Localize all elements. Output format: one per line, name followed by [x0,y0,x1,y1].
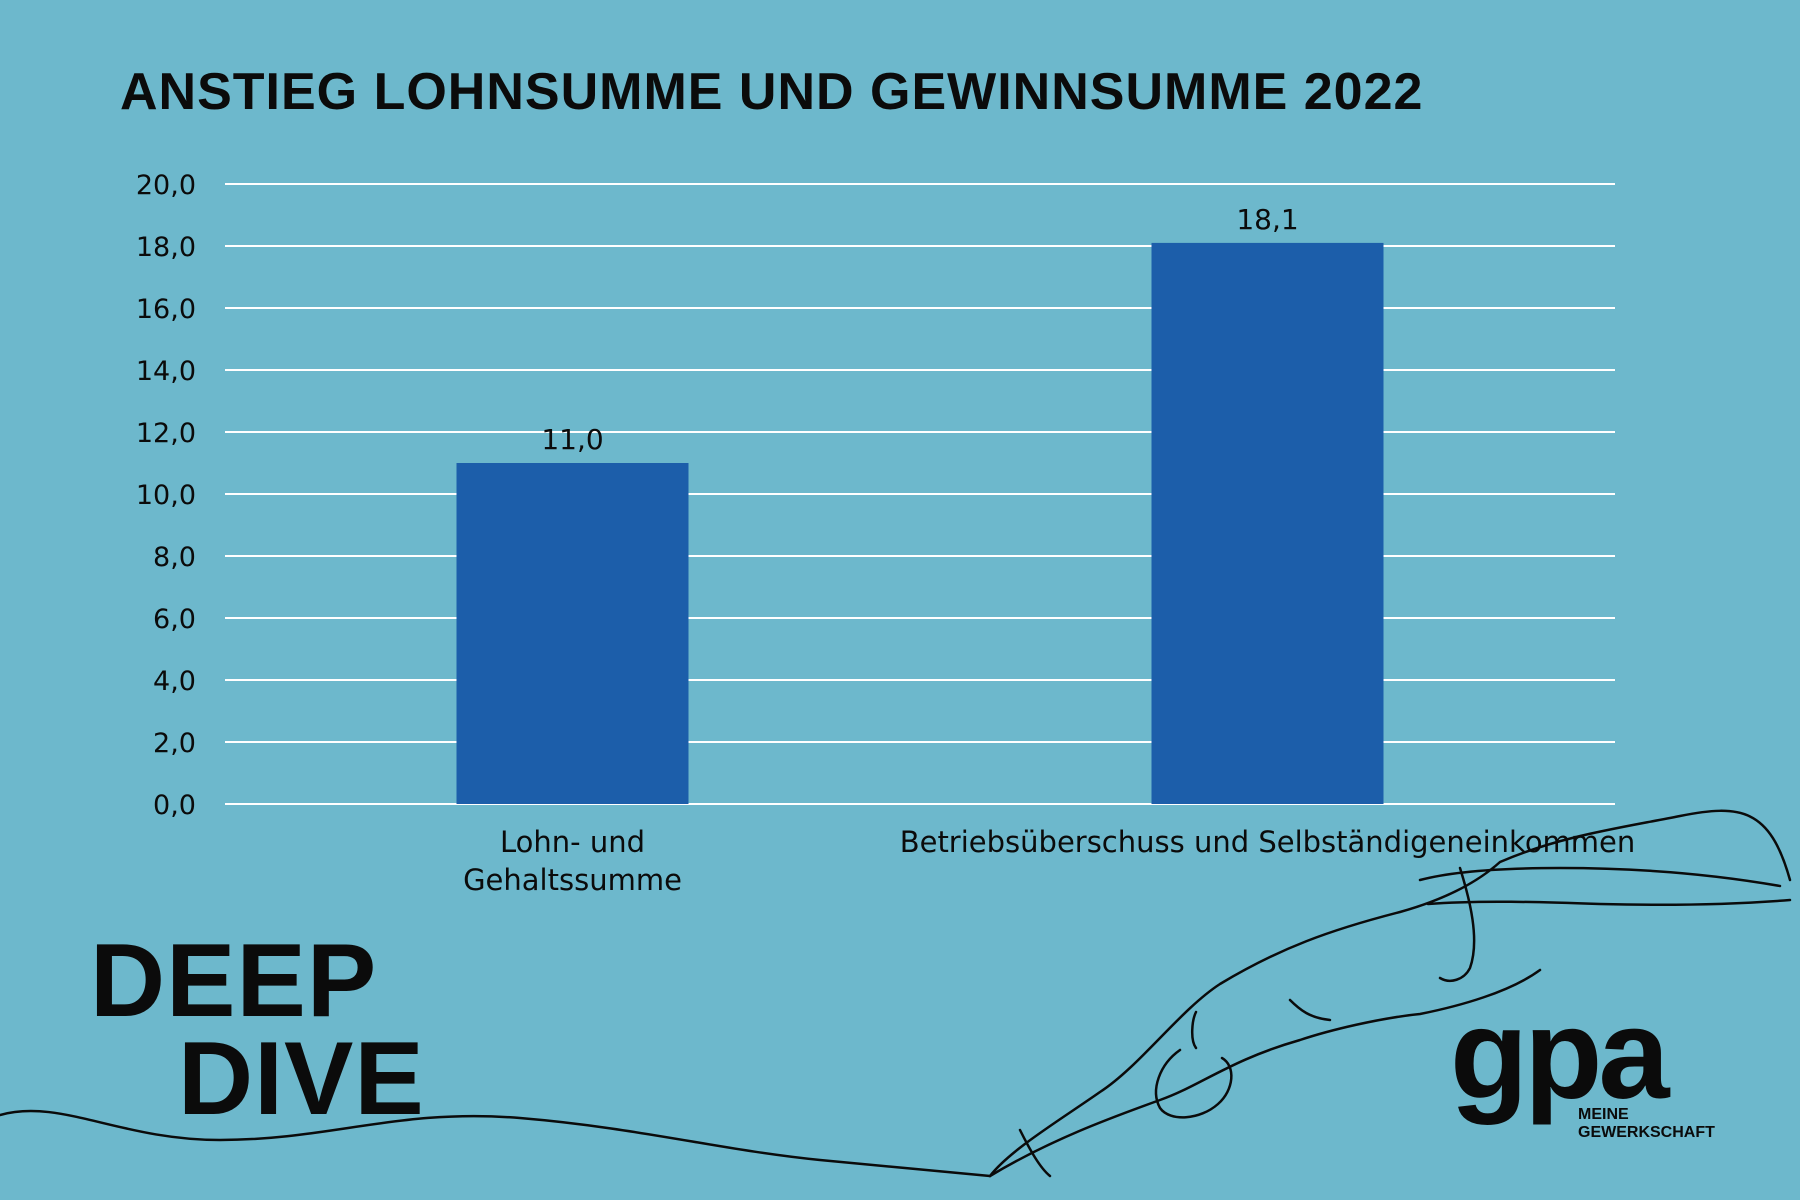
y-tick-label: 20,0 [136,170,196,201]
gpa-logo-tagline: MEINE GEWERKSCHAFT [1578,1106,1738,1142]
y-tick-label: 18,0 [136,232,196,263]
bar-value-label: 18,1 [1236,203,1298,236]
x-category-label-line: Gehaltssumme [463,863,682,897]
y-tick-label: 14,0 [136,356,196,387]
y-tick-label: 16,0 [136,294,196,325]
y-tick-label: 2,0 [153,728,196,759]
bar-value-label: 11,0 [541,423,603,456]
gpa-tagline-line-2: GEWERKSCHAFT [1578,1124,1715,1141]
bar-chart: 0,0 2,0 4,0 6,0 8,0 10,0 12,0 14,0 16,0 18,0 20,0 1… [136,170,1636,897]
x-category-label-line: Betriebsüberschuss und Selbständigeneink… [900,825,1636,859]
y-tick-label: 4,0 [153,666,196,697]
chart-title: ANSTIEG LOHNSUMME UND GEWINNSUMME 2022 [120,63,1424,121]
deep-dive-line-2: DIVE [178,1021,425,1137]
y-tick-label: 0,0 [153,790,196,821]
x-category-label: Betriebsüberschuss und Selbständigeneink… [900,825,1636,859]
gpa-logo: gpa MEINE GEWERKSCHAFT [1450,983,1715,1142]
gpa-logo-text: gpa [1450,983,1670,1126]
y-tick-label: 10,0 [136,480,196,511]
bar [456,463,689,804]
x-category-label-line: Lohn- und [500,825,645,859]
y-tick-label: 12,0 [136,418,196,449]
bar [1151,242,1384,804]
deep-dive-wordmark: DEEP DIVE [90,929,425,1137]
deep-dive-line-1: DEEP [90,923,378,1039]
y-tick-label: 6,0 [153,604,196,635]
y-tick-label: 8,0 [153,542,196,573]
x-category-label: Lohn- und Gehaltssumme [463,825,682,897]
gpa-tagline-line-1: MEINE [1578,1106,1629,1123]
